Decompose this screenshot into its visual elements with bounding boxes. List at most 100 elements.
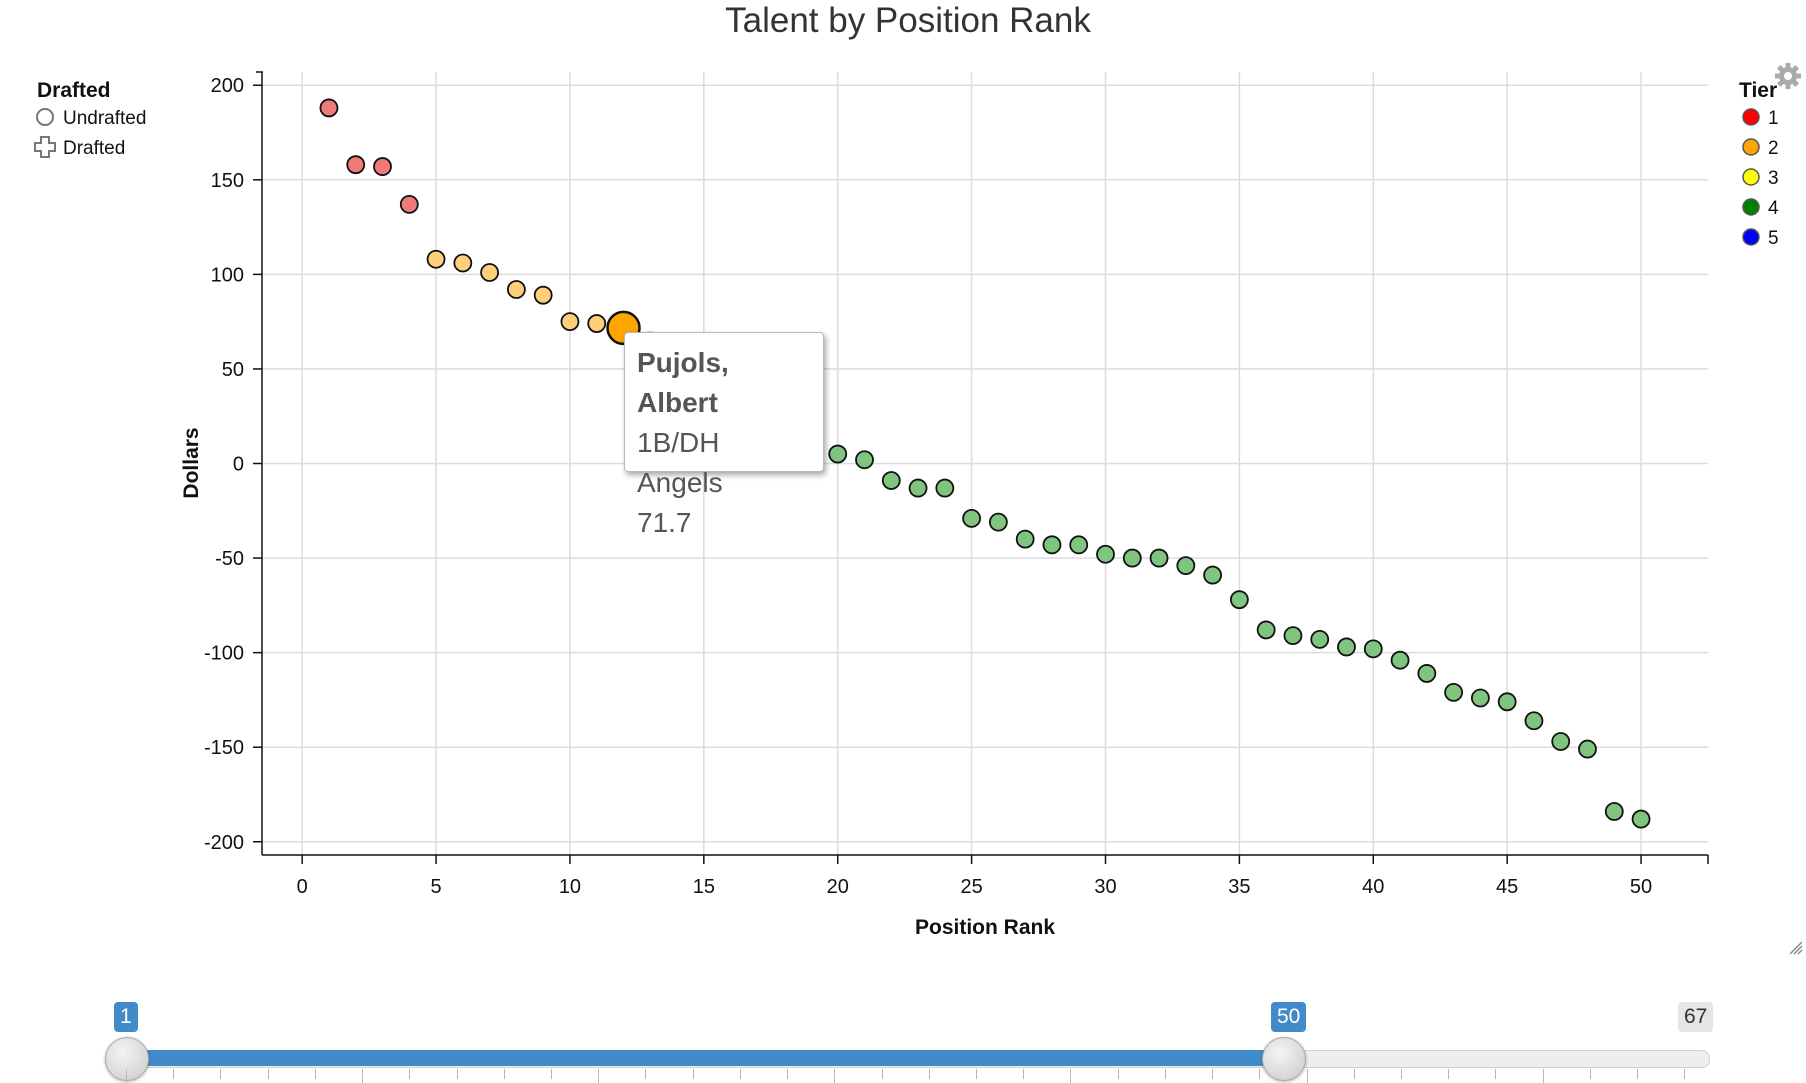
slider-tick bbox=[1448, 1069, 1450, 1079]
data-point[interactable] bbox=[1256, 620, 1276, 640]
data-point[interactable] bbox=[1363, 639, 1383, 659]
slider-tick bbox=[1684, 1069, 1686, 1079]
shape-legend: Drafted Undrafted Drafted bbox=[34, 79, 146, 159]
tooltip: Pujols, Albert 1B/DH Angels 71.7 bbox=[624, 332, 824, 538]
slider-max-handle[interactable] bbox=[1262, 1037, 1306, 1081]
data-point[interactable] bbox=[533, 285, 553, 305]
tooltip-player-name: Pujols, Albert bbox=[637, 347, 729, 418]
data-point[interactable] bbox=[1470, 688, 1490, 708]
y-tick-label: 50 bbox=[222, 359, 244, 381]
y-tick-label: -100 bbox=[204, 643, 244, 665]
data-point[interactable] bbox=[560, 312, 580, 332]
data-point[interactable] bbox=[1390, 650, 1410, 670]
slider-tick bbox=[409, 1069, 411, 1079]
y-tick-label: 0 bbox=[233, 454, 244, 476]
slider-tick bbox=[787, 1069, 789, 1079]
data-point[interactable] bbox=[855, 450, 874, 470]
data-point[interactable] bbox=[1149, 548, 1169, 568]
data-point[interactable] bbox=[1203, 565, 1223, 585]
grid bbox=[262, 72, 1708, 855]
slider-tick bbox=[976, 1069, 978, 1079]
slider-tick bbox=[928, 1069, 930, 1079]
tier-legend-title: Tier bbox=[1739, 79, 1777, 102]
tier-legend-swatch bbox=[1742, 138, 1760, 156]
data-point[interactable] bbox=[1524, 711, 1544, 731]
slider-tick bbox=[1401, 1069, 1403, 1079]
data-point[interactable] bbox=[426, 249, 446, 269]
data-point[interactable] bbox=[506, 280, 526, 299]
data-point[interactable] bbox=[1604, 802, 1624, 821]
data-point[interactable] bbox=[1417, 664, 1437, 683]
gear-icon[interactable] bbox=[1775, 63, 1801, 89]
tier-legend-label: 2 bbox=[1768, 138, 1779, 159]
data-point[interactable] bbox=[1122, 548, 1142, 568]
tier-legend-label: 4 bbox=[1768, 198, 1779, 219]
slider-min-handle[interactable] bbox=[105, 1037, 149, 1081]
data-point[interactable] bbox=[1042, 535, 1062, 555]
resize-handle-icon[interactable] bbox=[1789, 941, 1803, 955]
data-point[interactable] bbox=[1551, 732, 1571, 751]
x-tick-label: 20 bbox=[827, 876, 849, 898]
y-axis-title: Dollars bbox=[180, 427, 203, 498]
x-tick-labels: 0 5 10 15 20 25 30 35 40 45 50 bbox=[297, 876, 1653, 898]
data-point[interactable] bbox=[587, 314, 607, 333]
y-tick-label: -50 bbox=[215, 548, 244, 570]
data-point[interactable] bbox=[346, 155, 366, 175]
data-point[interactable] bbox=[1283, 626, 1303, 646]
y-tick-label: 200 bbox=[211, 75, 244, 97]
x-tick-label: 15 bbox=[693, 876, 715, 898]
data-point[interactable] bbox=[988, 512, 1008, 532]
slider-tick bbox=[598, 1069, 600, 1083]
data-point[interactable] bbox=[480, 263, 500, 282]
slider-tick bbox=[1637, 1069, 1639, 1079]
drafted-cross-icon bbox=[34, 136, 56, 158]
data-point[interactable] bbox=[1310, 629, 1330, 649]
data-point[interactable] bbox=[453, 253, 473, 273]
data-point[interactable] bbox=[1096, 544, 1115, 564]
data-point[interactable] bbox=[1015, 529, 1035, 549]
tier-legend-label: 5 bbox=[1768, 228, 1779, 249]
data-point[interactable] bbox=[373, 157, 392, 176]
slider-tick bbox=[314, 1069, 316, 1079]
data-point[interactable] bbox=[399, 194, 419, 214]
tier-legend: Tier 1 2 3 4 5 bbox=[1739, 79, 1779, 249]
slider-tick bbox=[456, 1069, 458, 1079]
data-point[interactable] bbox=[881, 471, 901, 490]
legend-item-drafted: Drafted bbox=[63, 138, 125, 159]
tier-legend-swatch bbox=[1742, 108, 1760, 126]
data-point[interactable] bbox=[1229, 590, 1249, 610]
tier-legend-swatch bbox=[1742, 228, 1760, 246]
data-point[interactable] bbox=[828, 444, 848, 464]
y-tick-label: -150 bbox=[204, 737, 244, 759]
slider-max-badge: 50 bbox=[1271, 1002, 1307, 1032]
y-tick-label: 150 bbox=[211, 170, 244, 192]
data-point[interactable] bbox=[1497, 692, 1517, 712]
data-point[interactable] bbox=[319, 98, 339, 118]
data-point[interactable] bbox=[1578, 739, 1597, 759]
legend-item-undrafted: Undrafted bbox=[63, 108, 146, 129]
slider-tick bbox=[1306, 1069, 1308, 1083]
tier-legend-label: 3 bbox=[1768, 168, 1779, 189]
slider-tick bbox=[1589, 1069, 1591, 1079]
data-point[interactable] bbox=[1631, 809, 1651, 829]
data-point[interactable] bbox=[1176, 556, 1196, 576]
y-tick-label: 100 bbox=[211, 264, 244, 286]
data-point[interactable] bbox=[962, 508, 982, 528]
slider-tick bbox=[1164, 1069, 1166, 1079]
tier-legend-swatch bbox=[1742, 198, 1760, 216]
data-points[interactable] bbox=[319, 98, 1651, 829]
slider-tick bbox=[126, 1069, 127, 1083]
data-point[interactable] bbox=[908, 478, 928, 498]
tier-legend-label: 1 bbox=[1768, 108, 1779, 129]
rank-range-slider[interactable]: 1 50 67 bbox=[0, 990, 1806, 1083]
data-point[interactable] bbox=[1444, 682, 1464, 702]
slider-tick bbox=[645, 1069, 647, 1079]
slider-tick bbox=[1023, 1069, 1025, 1079]
scatter-chart: Talent by Position Rank 0 5 10 15 20 25 30 35 40… bbox=[34, 1, 1803, 955]
data-point[interactable] bbox=[1337, 637, 1356, 657]
slider-tick bbox=[503, 1069, 505, 1079]
y-tick-label: -200 bbox=[204, 832, 244, 854]
data-point[interactable] bbox=[1069, 535, 1089, 555]
data-point[interactable] bbox=[935, 478, 955, 498]
slider-tick bbox=[834, 1069, 836, 1083]
